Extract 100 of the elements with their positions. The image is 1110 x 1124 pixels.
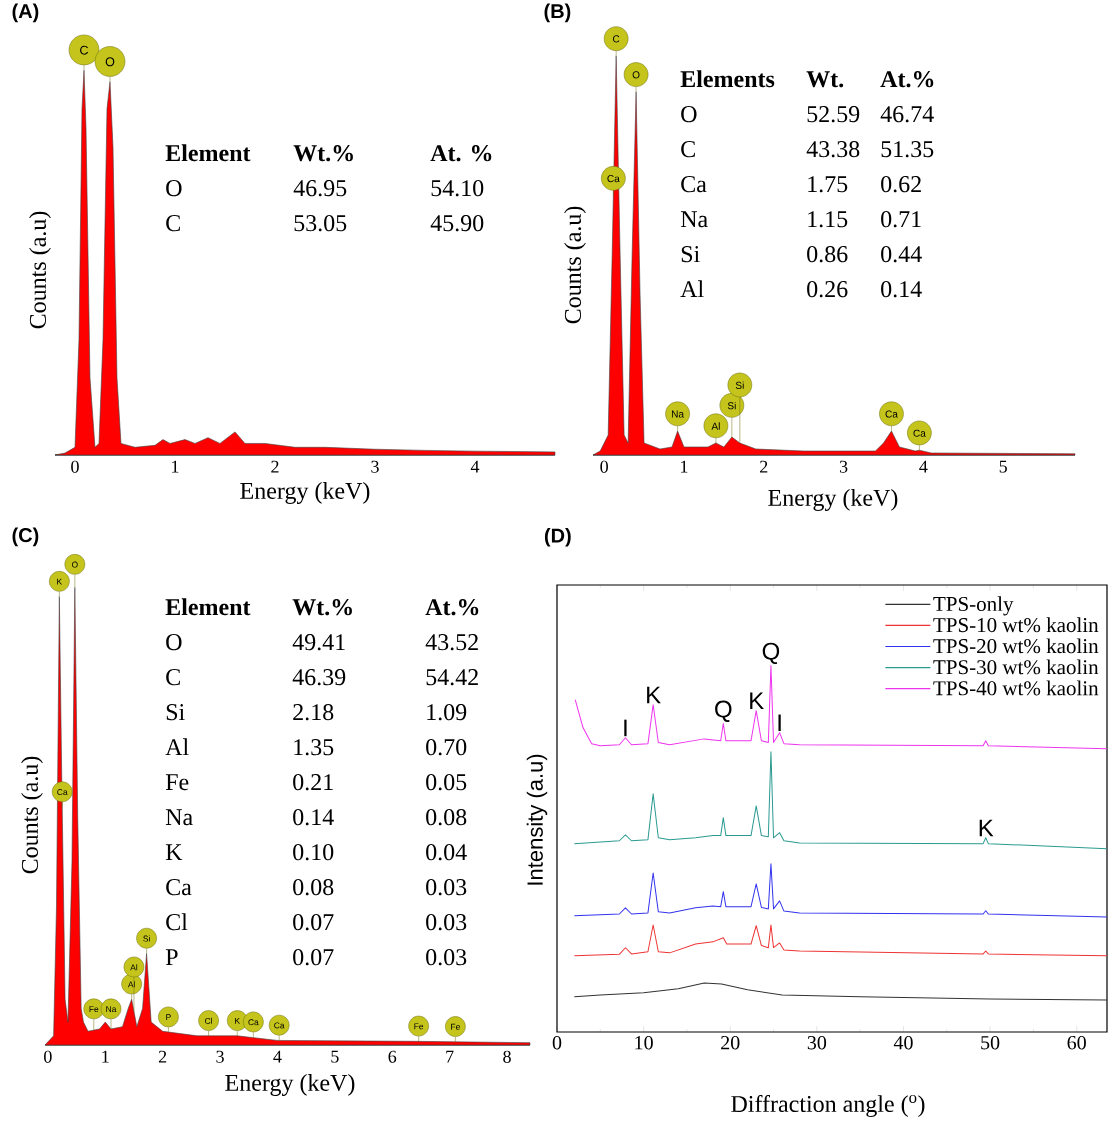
annotation: Al — [165, 738, 189, 756]
x-tick-label: 30 — [807, 1035, 827, 1050]
annotation: Ca — [885, 410, 898, 418]
annotation: 49.41 — [292, 634, 345, 651]
x-tick-label: 40 — [893, 1035, 913, 1050]
annotation: 46.74 — [880, 106, 934, 123]
x-tick-label: 50 — [981, 1035, 1000, 1050]
annotation: O — [681, 106, 697, 123]
annotation: 0.10 — [293, 844, 334, 861]
annotation: O — [105, 57, 115, 67]
annotation: Fe — [451, 1023, 460, 1030]
annotation: C — [613, 35, 620, 43]
x-tick-label: 60 — [1067, 1035, 1086, 1050]
annotation: 1.15 — [808, 211, 848, 228]
annotation: 0.71 — [881, 211, 921, 228]
annotation: C — [80, 45, 89, 55]
annotation: Si — [166, 704, 185, 721]
annotation: 0.86 — [807, 246, 848, 263]
x-axis-title: Energy (keV) — [225, 1074, 355, 1096]
x-tick-label: 10 — [635, 1035, 653, 1050]
annotation: 2.18 — [293, 704, 334, 721]
annotation: Q — [762, 642, 780, 664]
annotation: 0.04 — [426, 844, 467, 861]
y-axis-title: Counts (a.u) — [29, 211, 51, 329]
annotation: K — [57, 578, 63, 585]
annotation: O — [166, 634, 182, 651]
annotation: Na — [671, 410, 685, 418]
annotation: 54.10 — [431, 180, 484, 197]
annotation: P — [165, 949, 178, 966]
annotation: 43.38 — [806, 141, 860, 158]
x-axis-title: Energy (keV) — [240, 482, 370, 504]
x-axis-title: Energy (keV) — [768, 489, 898, 511]
annotation: 0.05 — [426, 774, 467, 791]
x-tick-label: 1 — [681, 460, 688, 473]
x-axis-title: Diffraction angle ($^{o}$) — [731, 1094, 925, 1118]
y-axis-title: Counts (a.u) — [564, 206, 586, 324]
annotation: Al — [127, 981, 135, 988]
annotation: At.% — [425, 599, 479, 616]
annotation: Wt.% — [293, 145, 353, 162]
x-tick-label: 0 — [44, 1050, 52, 1063]
annotation: Ca — [913, 429, 926, 437]
annotation: 54.42 — [426, 669, 478, 686]
x-tick-label: 8 — [503, 1050, 511, 1063]
annotation: K — [750, 692, 764, 710]
annotation: Ca — [57, 789, 68, 796]
annotation: C — [166, 669, 180, 686]
annotation: O — [71, 561, 78, 568]
legend-label: TPS-20 wt% kaolin — [933, 638, 1099, 654]
annotation: O — [166, 180, 182, 197]
chart-title: (B) — [544, 3, 571, 23]
annotation: 0.08 — [293, 879, 334, 896]
x-tick-label: 1 — [102, 1050, 109, 1063]
x-tick-label: 3 — [371, 460, 379, 473]
annotation: Al — [130, 964, 138, 971]
annotation: K — [647, 686, 661, 704]
y-axis-title: Intensity (a.u) — [526, 754, 548, 885]
annotation: Si — [143, 935, 150, 942]
annotation: I — [778, 714, 781, 732]
annotation: O — [632, 71, 640, 79]
annotation: 0.62 — [881, 176, 921, 193]
legend-label: TPS-30 wt% kaolin — [933, 659, 1099, 675]
annotation: Ca — [681, 176, 707, 193]
annotation: Si — [681, 246, 700, 263]
chart-title: (D) — [544, 527, 571, 547]
x-tick-label: 3 — [839, 460, 848, 473]
annotation: 0.70 — [426, 739, 467, 756]
annotation: Wt. — [806, 71, 844, 88]
x-tick-label: 1 — [172, 460, 179, 473]
annotation: Cl — [166, 913, 188, 931]
annotation: Ca — [248, 1019, 259, 1026]
annotation: 51.35 — [881, 141, 934, 158]
annotation: Fe — [414, 1023, 424, 1030]
legend-label: TPS-only — [933, 596, 1014, 616]
annotation: K — [235, 1017, 240, 1024]
legend-label: TPS-40 wt% kaolin — [933, 680, 1099, 696]
annotation: 43.52 — [425, 634, 478, 651]
chart-title: (A) — [12, 3, 39, 23]
annotation: C — [166, 215, 180, 232]
annotation: C — [681, 141, 695, 158]
annotation: 0.03 — [426, 949, 467, 966]
annotation: Ca — [274, 1022, 285, 1029]
annotation: Na — [680, 211, 708, 228]
annotation: 0.14 — [293, 809, 334, 826]
annotation: 1.75 — [808, 176, 848, 193]
annotation: 1.09 — [427, 704, 467, 721]
annotation: 0.03 — [426, 914, 467, 931]
annotation: 46.95 — [293, 180, 347, 197]
x-tick-label: 2 — [760, 460, 768, 473]
x-tick-label: 4 — [919, 460, 928, 473]
annotation: 46.39 — [292, 669, 346, 686]
annotation: I — [624, 719, 627, 737]
annotation: Si — [727, 401, 736, 410]
annotation: 0.03 — [426, 879, 467, 896]
annotation: Si — [735, 381, 744, 389]
x-tick-label: 3 — [216, 1050, 224, 1063]
annotation: 52.59 — [807, 106, 860, 123]
x-tick-label: 5 — [331, 1050, 339, 1063]
annotation: Element — [165, 144, 251, 162]
x-tick-label: 20 — [721, 1035, 740, 1050]
annotation: 0.14 — [881, 281, 922, 298]
